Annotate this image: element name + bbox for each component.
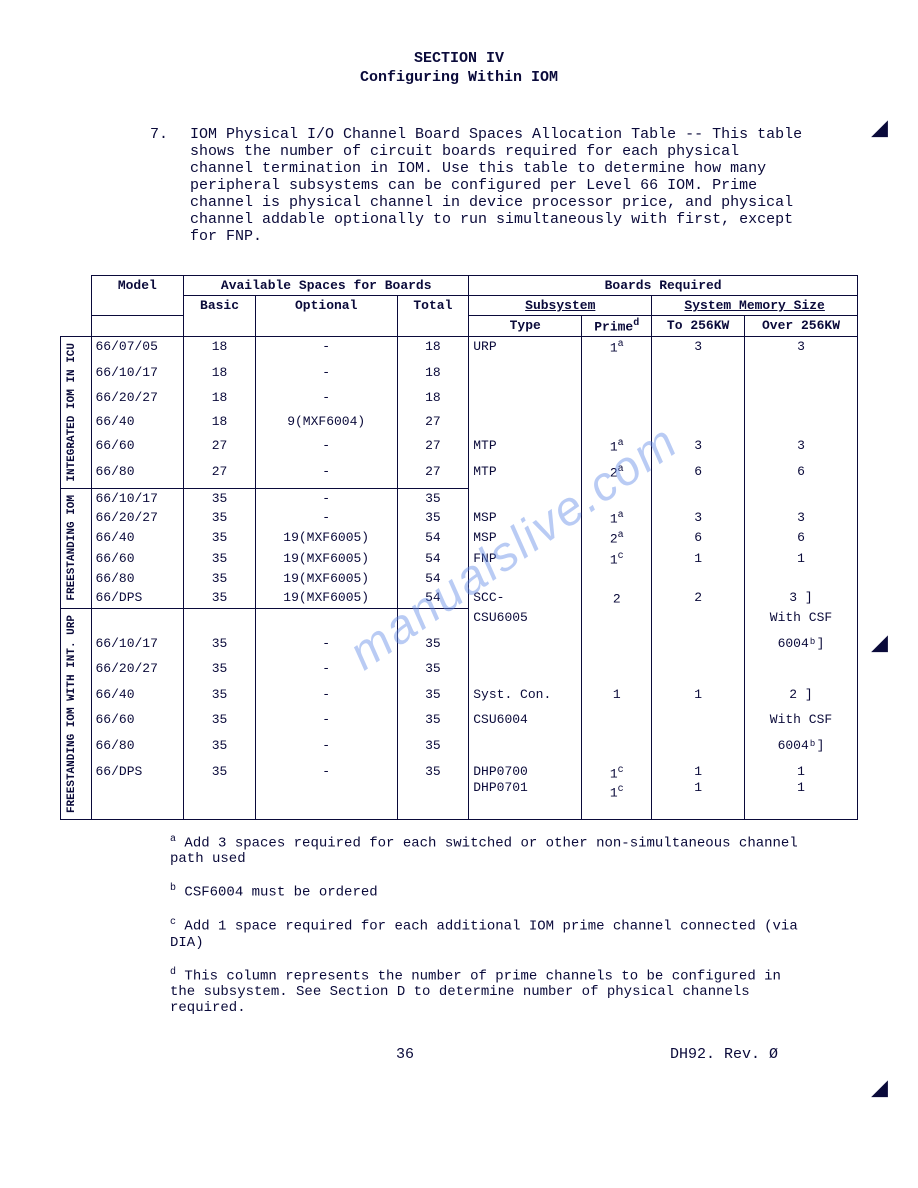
table-row: 66/8027-27 MTP2a66 — [61, 462, 858, 488]
table-row: 66/603519(MXF6005)54 FNP1c11 — [61, 549, 858, 569]
col-to256: To 256KW — [652, 316, 745, 337]
table-row: 66/10/1735-35 6004ᵇ] — [61, 634, 858, 660]
table-row: 66/DPS35-35 DHP0700DHP0701 1c1c 11 11 — [61, 762, 858, 820]
col-subsystem: Subsystem — [469, 296, 652, 316]
col-required: Boards Required — [469, 276, 858, 296]
page-curl-icon: ◢ — [871, 110, 888, 145]
col-sysmem: System Memory Size — [652, 296, 858, 316]
table-row: 66/8035-35 6004ᵇ] — [61, 736, 858, 762]
table-row: 66/20/2718-18 — [61, 388, 858, 412]
col-model: Model — [91, 276, 184, 316]
table-row: FREESTANDING IOM WITH INT. URP CSU6005Wi… — [61, 608, 858, 634]
group-label: FREESTANDING IOM WITH INT. URP — [65, 611, 79, 817]
col-total: Total — [397, 296, 469, 337]
table-row: 66/40189(MXF6004)27 — [61, 412, 858, 436]
paragraph: 7. IOM Physical I/O Channel Board Spaces… — [150, 126, 808, 245]
col-available: Available Spaces for Boards — [184, 276, 469, 296]
group-label: INTEGRATED IOM IN ICU — [65, 339, 79, 486]
col-prime: Primed — [582, 316, 652, 337]
section-title: SECTION IV — [60, 50, 858, 67]
col-basic: Basic — [184, 296, 256, 337]
footnotes: a Add 3 spaces required for each switche… — [170, 834, 798, 1017]
col-type: Type — [469, 316, 582, 337]
section-subtitle: Configuring Within IOM — [60, 69, 858, 86]
page-curl-icon: ◢ — [871, 1070, 888, 1105]
table-row: 66/403519(MXF6005)54 MSP2a66 — [61, 528, 858, 548]
table-row: 66/20/2735-35 — [61, 659, 858, 685]
table-row: 66/6035-35 CSU6004With CSF — [61, 710, 858, 736]
group-label: FREESTANDING IOM — [65, 491, 79, 605]
col-optional: Optional — [255, 296, 397, 337]
col-over256: Over 256KW — [744, 316, 857, 337]
page-curl-icon: ◢ — [871, 625, 888, 660]
footnote-b: b CSF6004 must be ordered — [170, 883, 798, 901]
footnote-c: c Add 1 space required for each addition… — [170, 917, 798, 951]
table-row: 66/DPS3519(MXF6005)54 SCC-223 ] — [61, 588, 858, 608]
table-row: 66/6027-27 MTP1a33 — [61, 436, 858, 462]
table-row: 66/10/1718-18 — [61, 363, 858, 387]
table-row: INTEGRATED IOM IN ICU 66/07/05 18 - 18 U… — [61, 337, 858, 364]
doc-revision: DH92. Rev. Ø — [670, 1046, 778, 1063]
page-number: 36 — [396, 1046, 414, 1063]
page-footer: 36 DH92. Rev. Ø — [140, 1046, 778, 1063]
paragraph-text: IOM Physical I/O Channel Board Spaces Al… — [190, 126, 808, 245]
paragraph-number: 7. — [150, 126, 190, 245]
table-row: 66/4035-35 Syst. Con.112 ] — [61, 685, 858, 711]
table-row: FREESTANDING IOM 66/10/1735-35 — [61, 488, 858, 508]
footnote-d: d This column represents the number of p… — [170, 967, 798, 1017]
allocation-table: Model Available Spaces for Boards Boards… — [60, 275, 858, 820]
footnote-a: a Add 3 spaces required for each switche… — [170, 834, 798, 868]
table-row: 66/803519(MXF6005)54 — [61, 569, 858, 588]
table-row: 66/20/2735-35 MSP1a33 — [61, 508, 858, 528]
